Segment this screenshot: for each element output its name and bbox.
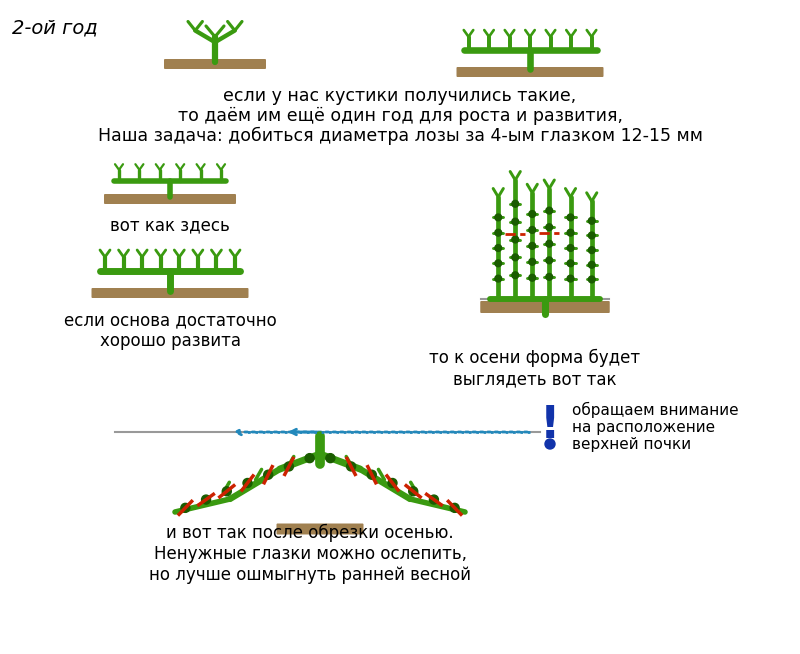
Circle shape	[567, 275, 574, 282]
Circle shape	[529, 274, 536, 281]
Circle shape	[264, 470, 273, 479]
Circle shape	[546, 273, 553, 281]
Text: обращаем внимание
на расположение
верхней почки: обращаем внимание на расположение верхне…	[572, 402, 738, 453]
Circle shape	[495, 214, 502, 221]
Circle shape	[495, 260, 502, 267]
Circle shape	[529, 258, 536, 266]
Circle shape	[567, 214, 574, 221]
Circle shape	[346, 462, 355, 471]
Circle shape	[546, 207, 553, 214]
Circle shape	[546, 241, 553, 247]
FancyBboxPatch shape	[164, 59, 266, 69]
Text: и вот так после обрезки осенью.
Ненужные глазки можно ослепить,
но лучше ошмыгну: и вот так после обрезки осенью. Ненужные…	[149, 524, 471, 584]
Circle shape	[529, 243, 536, 249]
Circle shape	[495, 275, 502, 282]
Circle shape	[285, 462, 294, 471]
Circle shape	[450, 504, 459, 512]
Circle shape	[512, 200, 518, 207]
Circle shape	[588, 262, 595, 268]
Circle shape	[529, 211, 536, 217]
Circle shape	[243, 479, 252, 487]
Circle shape	[430, 495, 438, 504]
Text: !: !	[540, 405, 560, 447]
Circle shape	[588, 247, 595, 254]
Circle shape	[545, 439, 555, 449]
Circle shape	[222, 487, 231, 496]
Circle shape	[546, 224, 553, 231]
Text: Наша задача: добиться диаметра лозы за 4-ым глазком 12-15 мм: Наша задача: добиться диаметра лозы за 4…	[98, 127, 702, 145]
Circle shape	[326, 454, 335, 462]
Circle shape	[567, 260, 574, 267]
Circle shape	[588, 232, 595, 239]
Circle shape	[495, 230, 502, 236]
Circle shape	[567, 245, 574, 251]
FancyBboxPatch shape	[104, 194, 236, 204]
Text: то к осени форма будет
выглядеть вот так: то к осени форма будет выглядеть вот так	[430, 349, 641, 388]
Circle shape	[529, 226, 536, 233]
Circle shape	[588, 276, 595, 283]
Circle shape	[495, 245, 502, 251]
FancyBboxPatch shape	[457, 67, 603, 77]
Circle shape	[546, 257, 553, 264]
Circle shape	[181, 504, 190, 512]
Text: то даём им ещё один год для роста и развития,: то даём им ещё один год для роста и разв…	[178, 107, 622, 125]
Circle shape	[512, 236, 518, 243]
FancyBboxPatch shape	[277, 523, 363, 534]
Circle shape	[512, 272, 518, 279]
Circle shape	[305, 454, 314, 462]
FancyBboxPatch shape	[480, 301, 610, 313]
Text: вот как здесь: вот как здесь	[110, 216, 230, 234]
Circle shape	[512, 218, 518, 225]
Circle shape	[512, 254, 518, 261]
Circle shape	[367, 470, 376, 479]
Text: если основа достаточно
хорошо развита: если основа достаточно хорошо развита	[64, 311, 276, 350]
FancyBboxPatch shape	[91, 288, 249, 298]
Text: если у нас кустики получились такие,: если у нас кустики получились такие,	[223, 87, 577, 105]
Circle shape	[388, 479, 397, 487]
Circle shape	[567, 230, 574, 236]
Text: 2-ой год: 2-ой год	[12, 18, 98, 37]
Circle shape	[588, 217, 595, 224]
Circle shape	[409, 487, 418, 496]
Circle shape	[202, 495, 210, 504]
